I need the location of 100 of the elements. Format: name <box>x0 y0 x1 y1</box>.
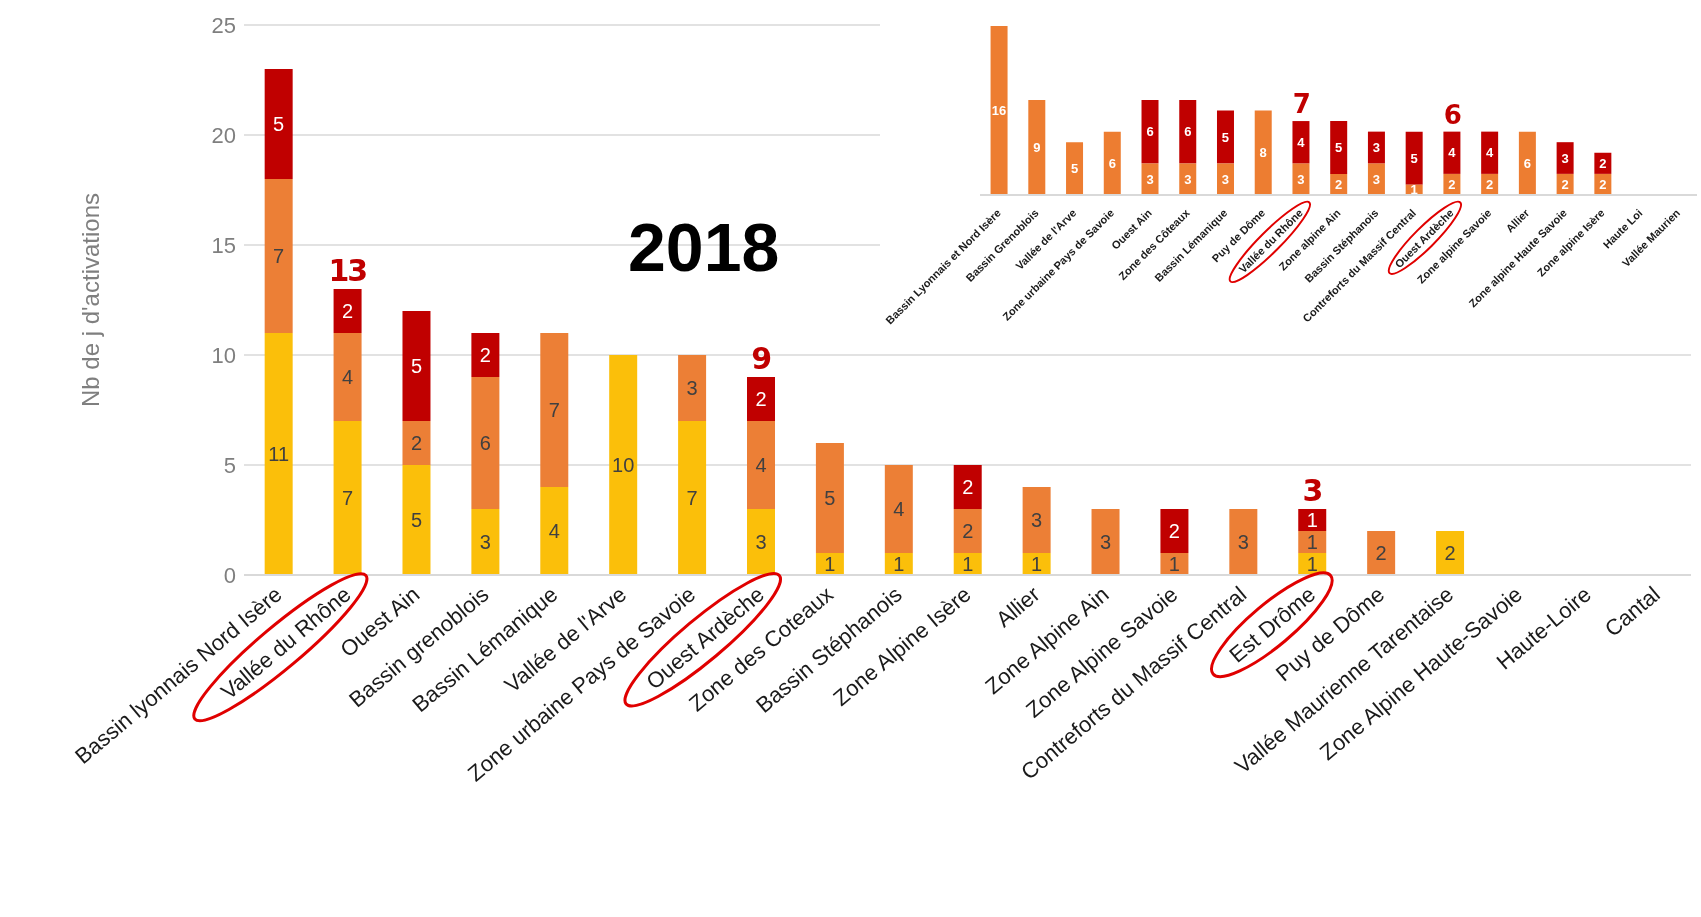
bar <box>1160 509 1189 553</box>
bar <box>471 333 500 377</box>
data-label: 3 <box>1221 171 1230 187</box>
bar <box>1066 142 1084 195</box>
data-label: 2 <box>1375 542 1387 565</box>
data-label: 2 <box>1561 177 1569 193</box>
bar <box>1022 487 1051 553</box>
data-label: 7 <box>342 487 354 510</box>
data-label: 7 <box>273 245 285 268</box>
bar <box>1405 131 1423 185</box>
bar <box>1028 99 1046 195</box>
data-label: 1 <box>1410 182 1418 198</box>
data-label: 5 <box>1335 140 1343 156</box>
data-label: 2 <box>1444 542 1456 565</box>
data-label: 3 <box>1297 171 1305 187</box>
bar <box>1481 131 1499 174</box>
data-label: 1 <box>893 553 905 576</box>
bar <box>884 465 913 553</box>
bar <box>1141 99 1159 164</box>
data-label: 3 <box>1372 171 1381 187</box>
text: 2018 <box>628 208 780 286</box>
bar <box>953 509 982 553</box>
data-label: 4 <box>548 520 560 543</box>
bar <box>333 333 362 421</box>
bar <box>990 26 1008 195</box>
data-label: 3 <box>755 531 767 554</box>
bar <box>1091 509 1120 575</box>
bar <box>471 377 500 509</box>
data-label: 2 <box>1599 177 1607 193</box>
data-label: 4 <box>1448 145 1457 161</box>
bar <box>747 421 775 509</box>
data-label: 2 <box>1335 177 1343 193</box>
data-label: 3 <box>686 377 698 400</box>
bar <box>678 355 707 421</box>
data-label: 3 <box>479 531 491 554</box>
data-label: 5 <box>410 355 423 378</box>
data-label: 1 <box>1306 531 1318 554</box>
bar <box>747 377 775 421</box>
bar <box>815 443 844 553</box>
data-label: 11 <box>268 443 290 466</box>
bar <box>540 333 569 487</box>
data-label: 3 <box>1184 171 1192 187</box>
data-label: 5 <box>1221 129 1230 145</box>
data-label: 2 <box>1599 155 1607 171</box>
bar <box>333 421 362 575</box>
data-label: 5 <box>273 113 285 136</box>
data-label: 8 <box>1259 145 1267 161</box>
bar <box>1330 121 1348 174</box>
bar <box>1367 531 1396 575</box>
y-tick-label: 20 <box>211 122 236 148</box>
data-label: 2 <box>410 432 423 455</box>
data-label: 6 <box>479 432 491 455</box>
data-label: 6 <box>1108 155 1116 171</box>
data-label: 5 <box>410 509 423 532</box>
data-label: 1 <box>1031 553 1043 576</box>
data-label: 3 <box>1237 531 1249 554</box>
bar <box>1216 110 1234 164</box>
bar <box>1443 131 1461 174</box>
data-label: 1 <box>1306 553 1318 576</box>
data-label: 4 <box>342 366 354 389</box>
data-label: 7 <box>548 399 560 422</box>
y-tick-label: 0 <box>223 562 236 588</box>
bar <box>1292 121 1310 164</box>
bar <box>953 465 982 509</box>
bar <box>540 487 569 575</box>
bar <box>1436 531 1465 575</box>
data-label: 1 <box>962 553 974 576</box>
bar <box>1556 142 1574 174</box>
data-label: 3 <box>1031 509 1043 532</box>
data-label: 2 <box>1486 177 1494 193</box>
bar <box>264 179 293 333</box>
total-label: 3 <box>1302 473 1322 508</box>
bar <box>1254 110 1272 195</box>
bar <box>264 69 293 179</box>
data-label: 1 <box>1168 553 1180 576</box>
bar <box>471 509 500 575</box>
bar <box>747 509 775 575</box>
data-label: 6 <box>1184 124 1192 140</box>
data-label: 2 <box>342 300 354 323</box>
bar <box>402 311 431 421</box>
data-label: 6 <box>1523 155 1531 171</box>
bar <box>1179 99 1197 164</box>
data-label: 3 <box>1372 140 1381 156</box>
data-label: 2 <box>479 344 491 367</box>
total-label: 13 <box>328 253 367 288</box>
bar <box>333 289 362 333</box>
data-label: 2 <box>962 520 974 543</box>
data-label: 5 <box>1410 150 1418 166</box>
data-label: 16 <box>991 103 1007 119</box>
data-label: 2 <box>1168 520 1180 543</box>
data-label: 4 <box>1297 134 1306 150</box>
data-label: 4 <box>1486 145 1495 161</box>
data-label: 3 <box>1561 150 1569 166</box>
bar <box>1298 531 1327 553</box>
bar <box>402 465 431 575</box>
data-label: 7 <box>686 487 698 510</box>
total-label: 6 <box>1443 99 1461 130</box>
bar <box>609 355 638 575</box>
bar <box>402 421 431 465</box>
data-label: 6 <box>1146 124 1154 140</box>
